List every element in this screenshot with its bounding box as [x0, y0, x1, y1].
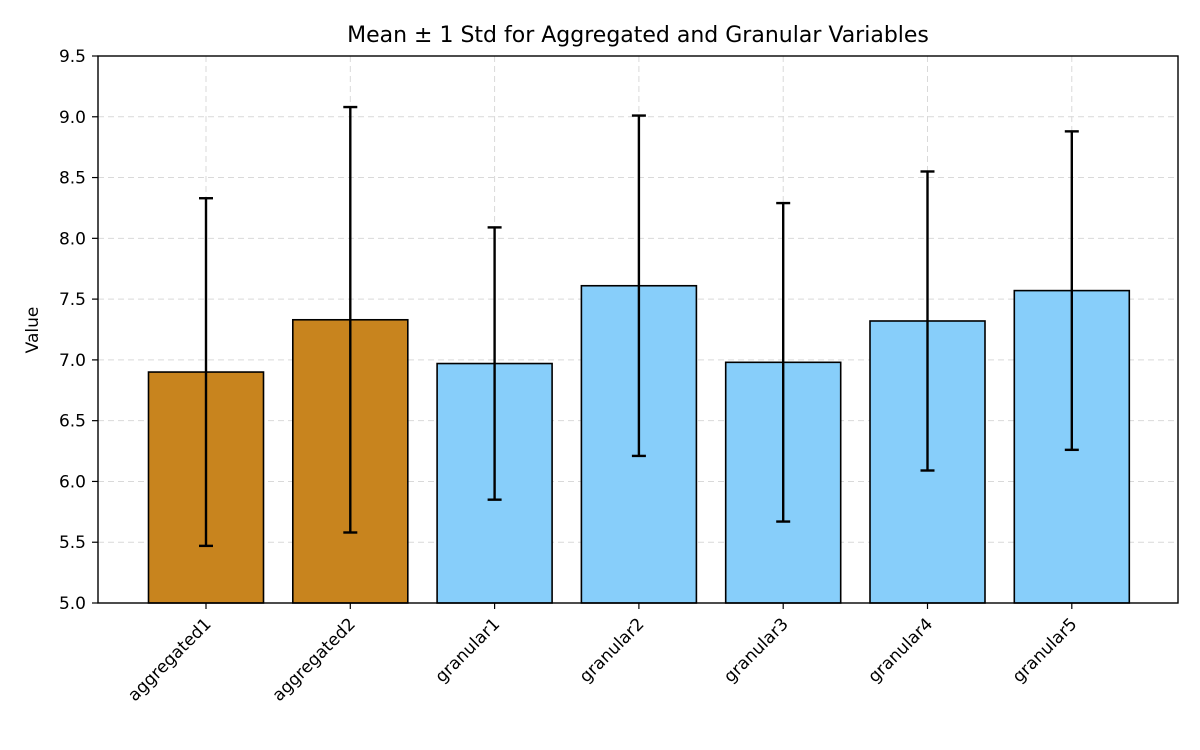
y-tick-label: 5.5	[59, 533, 86, 553]
x-tick-label-granular5: granular5	[1009, 614, 1082, 687]
x-tick-label-aggregated1: aggregated1	[124, 614, 215, 705]
y-tick-label: 6.0	[59, 472, 86, 492]
y-tick-label: 8.0	[59, 229, 86, 249]
x-tick-label-granular4: granular4	[864, 614, 937, 687]
x-axis: aggregated1 aggregated2 granular1 granular2…	[124, 603, 1081, 706]
y-axis-label: Value	[23, 307, 43, 354]
error-bar-granular5	[1064, 130, 1079, 452]
chart-title: Mean ± 1 Std for Aggregated and Granular…	[347, 23, 929, 48]
x-tick-label-aggregated2: aggregated2	[269, 614, 360, 705]
x-tick-label-granular2: granular2	[576, 614, 649, 687]
error-bar-granular1	[487, 226, 502, 501]
error-bar-aggregated1	[199, 197, 213, 548]
y-tick-label: 7.0	[59, 351, 86, 371]
error-bar-granular2	[631, 114, 646, 458]
error-bar-granular3	[776, 201, 791, 523]
error-bar-layer	[199, 105, 1079, 548]
plot-frame	[97, 55, 1179, 604]
y-tick-label: 9.5	[59, 47, 86, 67]
y-tick-label: 5.0	[59, 594, 86, 614]
y-tick-label: 7.5	[59, 290, 86, 310]
x-tick-label-granular3: granular3	[720, 614, 793, 687]
y-tick-label: 6.5	[59, 412, 86, 432]
x-tick-label-granular1: granular1	[432, 614, 505, 687]
y-axis: 5.0 5.5 6.0 6.5 7.0 7.5 8.0 8.5 9.0 9.5	[59, 47, 98, 614]
y-tick-label: 8.5	[59, 169, 86, 189]
error-bar-aggregated2	[343, 105, 358, 534]
error-bar-granular4	[920, 170, 935, 472]
y-tick-label: 9.0	[59, 108, 86, 128]
